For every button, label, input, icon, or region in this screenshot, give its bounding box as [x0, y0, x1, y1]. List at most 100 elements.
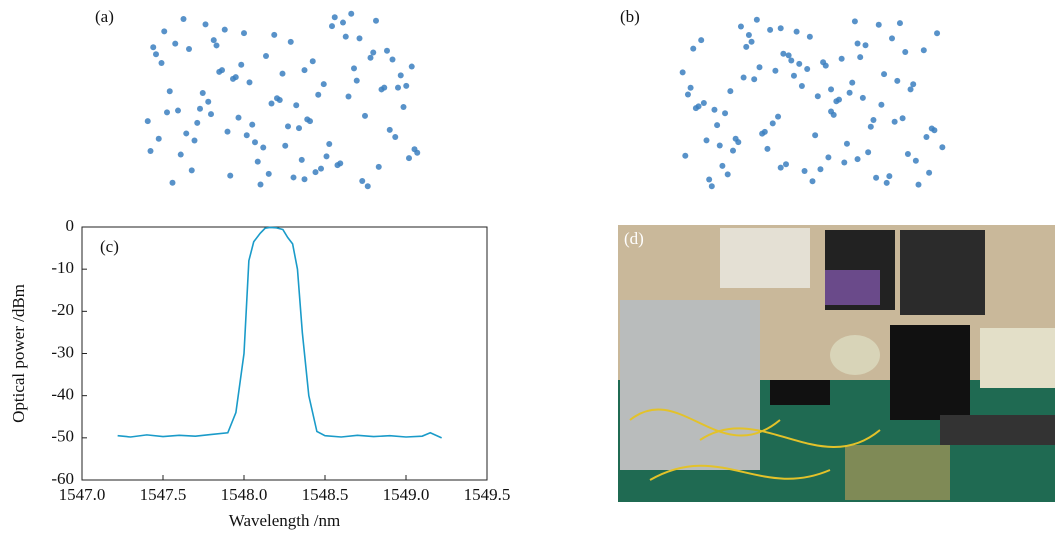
point — [378, 86, 385, 93]
point — [910, 81, 917, 88]
point — [356, 35, 363, 42]
point — [238, 61, 245, 68]
point — [298, 156, 305, 163]
point — [301, 67, 308, 74]
point — [737, 23, 744, 30]
line — [117, 226, 442, 439]
photo-whiteboard — [720, 228, 810, 288]
point — [169, 179, 176, 186]
point — [177, 151, 184, 158]
point — [243, 132, 250, 139]
point — [772, 67, 779, 74]
x-tick-label: 1548.0 — [221, 485, 268, 504]
point — [150, 44, 157, 51]
point — [384, 47, 390, 54]
point — [194, 119, 201, 126]
point — [263, 53, 269, 59]
point — [172, 40, 179, 47]
point — [351, 65, 357, 72]
photo-rack — [620, 300, 760, 470]
point — [197, 105, 203, 112]
point — [287, 38, 294, 45]
point — [801, 168, 808, 174]
panel-label: (b) — [620, 7, 640, 26]
point — [706, 176, 713, 183]
photo-instrument — [900, 230, 985, 315]
point — [260, 144, 267, 151]
point — [722, 110, 729, 117]
point — [896, 20, 903, 27]
point — [301, 176, 308, 183]
point — [708, 183, 715, 190]
y-tick-label: -50 — [51, 427, 74, 446]
point — [814, 93, 821, 100]
point — [386, 126, 393, 133]
point — [698, 37, 705, 44]
point — [191, 137, 198, 144]
point — [804, 66, 811, 72]
point — [756, 64, 763, 71]
point — [867, 123, 874, 130]
point — [883, 179, 890, 186]
point — [213, 42, 220, 49]
point — [838, 55, 845, 62]
x-tick-label: 1549.5 — [464, 485, 511, 504]
point — [282, 142, 289, 149]
point — [798, 83, 805, 89]
point — [166, 88, 173, 95]
point — [833, 98, 840, 105]
point — [849, 79, 856, 86]
point — [414, 149, 421, 156]
y-tick-label: -20 — [51, 300, 74, 319]
point — [928, 125, 935, 132]
point — [724, 171, 731, 178]
point — [375, 163, 382, 170]
point — [318, 165, 324, 172]
point — [252, 139, 258, 146]
photo-monitor — [980, 328, 1055, 388]
point — [788, 57, 795, 64]
point — [764, 145, 771, 152]
point — [326, 141, 333, 147]
y-axis-label: Optical power /dBm — [9, 284, 28, 423]
point — [785, 52, 792, 59]
point — [703, 137, 710, 144]
point — [865, 149, 872, 156]
point — [334, 162, 341, 169]
point — [735, 139, 742, 146]
point — [783, 161, 789, 168]
y-tick-label: -40 — [51, 385, 74, 404]
x-tick-label: 1547.5 — [140, 485, 187, 504]
point — [345, 93, 352, 100]
point — [806, 33, 813, 40]
point — [155, 135, 162, 142]
point — [817, 166, 824, 173]
point — [147, 148, 154, 155]
point — [820, 59, 827, 66]
point — [241, 30, 247, 37]
photo: (d) — [618, 225, 1055, 502]
point — [753, 16, 760, 23]
point — [367, 54, 374, 61]
point — [894, 77, 901, 84]
point — [208, 111, 214, 118]
point — [183, 130, 190, 137]
point — [202, 21, 209, 28]
point — [406, 155, 412, 162]
point — [775, 113, 782, 120]
point — [158, 60, 165, 67]
point — [210, 37, 217, 44]
point — [199, 89, 206, 96]
plot-frame — [81, 226, 488, 481]
photo-device — [770, 380, 830, 405]
point — [730, 147, 736, 154]
point — [323, 153, 330, 160]
point — [851, 18, 858, 25]
point — [777, 164, 784, 171]
point — [891, 118, 898, 125]
point — [359, 177, 366, 184]
point — [400, 104, 407, 111]
point — [271, 31, 278, 38]
panel-label: (c) — [100, 237, 119, 256]
